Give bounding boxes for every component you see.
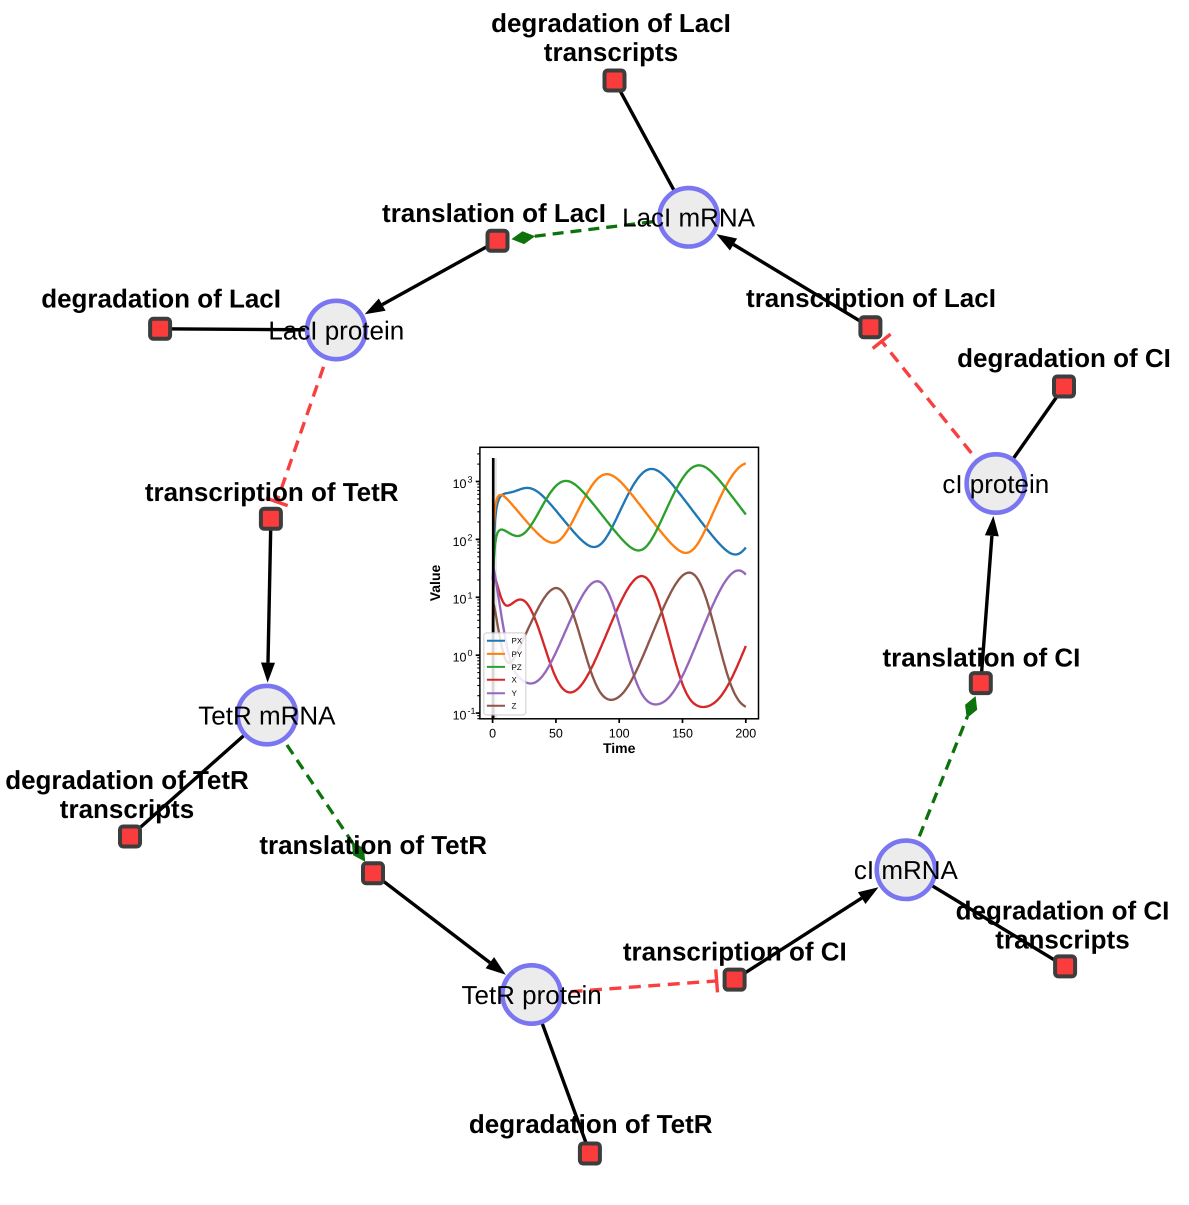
svg-text:10: 10 — [453, 535, 467, 549]
svg-text:LacI protein: LacI protein — [268, 315, 404, 345]
svg-text:PY: PY — [512, 650, 523, 659]
svg-text:200: 200 — [735, 726, 756, 740]
svg-text:10: 10 — [453, 477, 467, 491]
svg-text:3: 3 — [468, 475, 473, 485]
svg-text:translation of CI: translation of CI — [882, 643, 1080, 673]
svg-text:10: 10 — [453, 709, 467, 723]
svg-text:translation of TetR: translation of TetR — [259, 830, 487, 860]
svg-text:50: 50 — [549, 726, 563, 740]
svg-text:10: 10 — [453, 593, 467, 607]
svg-text:0: 0 — [468, 648, 473, 658]
svg-text:100: 100 — [609, 726, 630, 740]
svg-text:translation of LacI: translation of LacI — [382, 198, 606, 228]
svg-text:150: 150 — [672, 726, 693, 740]
svg-text:degradation of LacI: degradation of LacI — [41, 284, 281, 314]
svg-text:0: 0 — [489, 726, 496, 740]
svg-text:PZ: PZ — [512, 663, 522, 672]
svg-text:Z: Z — [512, 702, 517, 711]
svg-text:cI mRNA: cI mRNA — [854, 855, 959, 885]
svg-text:degradation of CI: degradation of CI — [957, 343, 1171, 373]
svg-text:cI protein: cI protein — [942, 469, 1049, 499]
svg-text:degradation of CI: degradation of CI — [956, 895, 1170, 925]
svg-text:X: X — [512, 676, 518, 685]
svg-text:PX: PX — [512, 637, 523, 646]
svg-text:transcription of TetR: transcription of TetR — [145, 477, 399, 507]
svg-text:transcripts: transcripts — [60, 794, 194, 824]
svg-text:transcripts: transcripts — [995, 924, 1129, 954]
svg-text:-1: -1 — [468, 706, 476, 716]
svg-text:transcription of CI: transcription of CI — [623, 937, 847, 967]
svg-text:degradation of TetR: degradation of TetR — [5, 765, 249, 795]
svg-text:TetR mRNA: TetR mRNA — [198, 700, 336, 730]
svg-text:Y: Y — [512, 689, 518, 698]
svg-text:1: 1 — [468, 590, 473, 600]
svg-text:10: 10 — [453, 651, 467, 665]
svg-text:degradation of LacI: degradation of LacI — [491, 8, 731, 38]
svg-text:Time: Time — [603, 740, 636, 756]
svg-text:transcription of LacI: transcription of LacI — [746, 283, 996, 313]
svg-text:degradation of TetR: degradation of TetR — [469, 1109, 713, 1139]
svg-text:2: 2 — [468, 532, 473, 542]
svg-text:transcripts: transcripts — [544, 37, 678, 67]
svg-text:TetR protein: TetR protein — [462, 980, 602, 1010]
svg-text:LacI mRNA: LacI mRNA — [622, 203, 756, 233]
svg-text:Value: Value — [427, 565, 443, 602]
